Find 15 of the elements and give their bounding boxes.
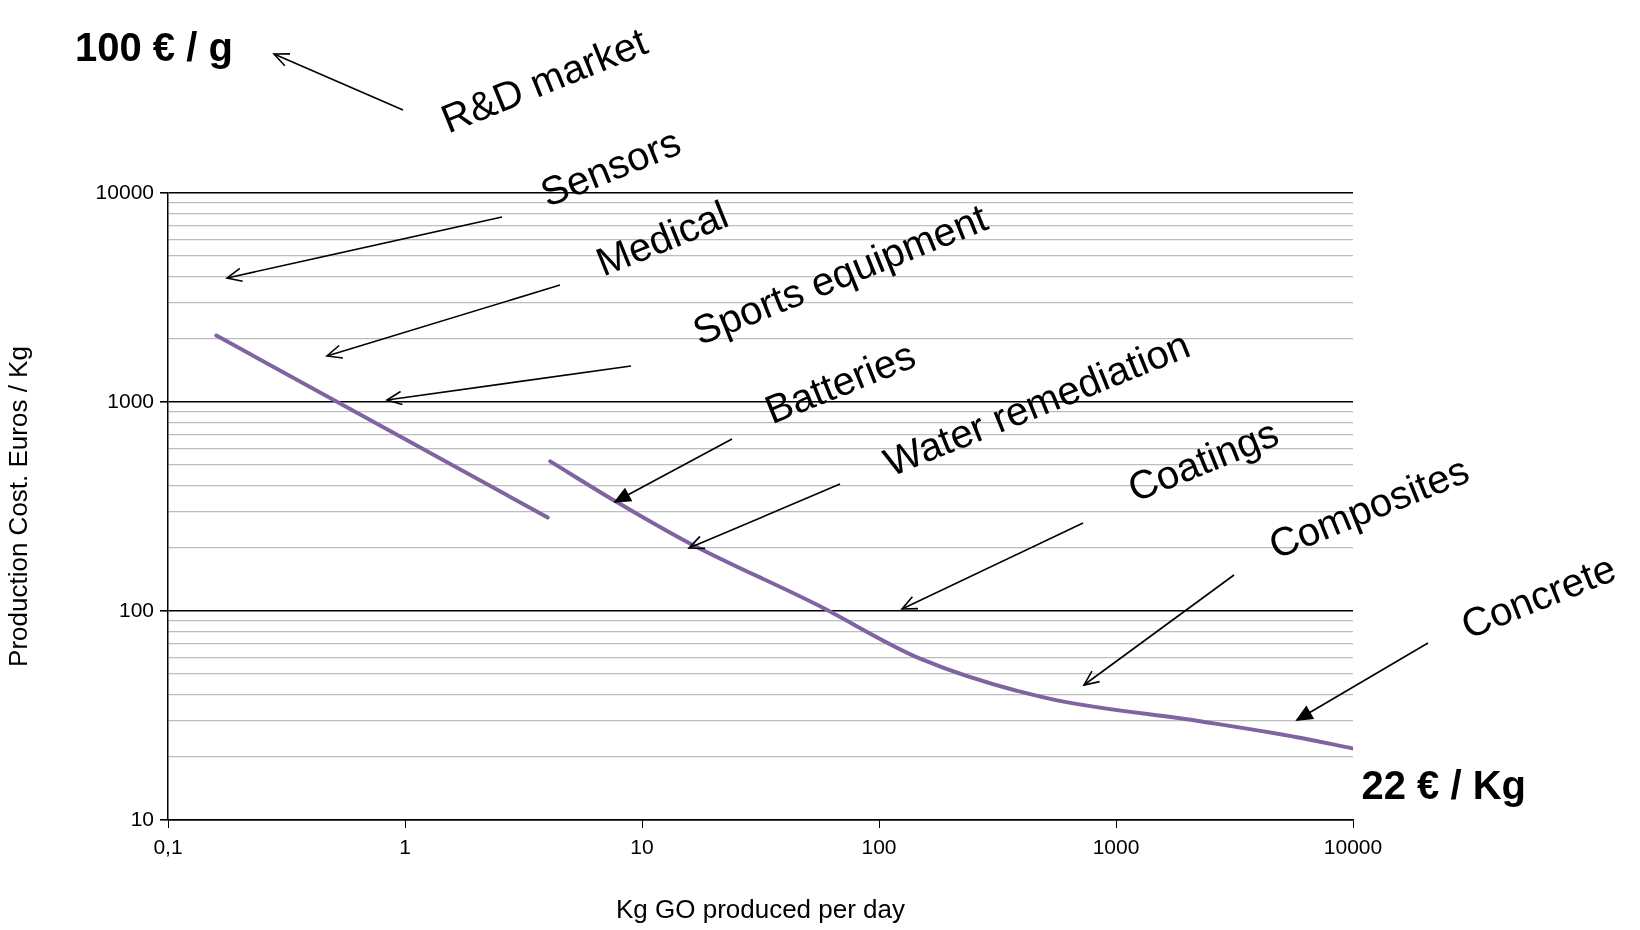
x-tick-label: 10: [630, 835, 654, 859]
x-axis-title: Kg GO produced per day: [615, 893, 906, 924]
x-tick-label: 1: [399, 835, 411, 859]
text: 22 € / Kg: [1361, 763, 1527, 807]
y-tick-label: 10000: [95, 179, 154, 203]
y-axis-title: Production Cost. Euros / Kg: [2, 346, 33, 667]
x-tick-label: 100: [861, 835, 897, 859]
x-tick-label: 1000: [1092, 835, 1140, 859]
y-tick-label: 100: [118, 597, 154, 621]
x-tick-label: 10000: [1323, 835, 1383, 859]
text: 100 € / g: [75, 25, 233, 69]
y-tick-label: 10: [130, 806, 154, 830]
x-tick-label: 0,1: [153, 835, 183, 859]
text: R&D market: [434, 18, 654, 142]
y-tick-label: 1000: [107, 388, 154, 412]
